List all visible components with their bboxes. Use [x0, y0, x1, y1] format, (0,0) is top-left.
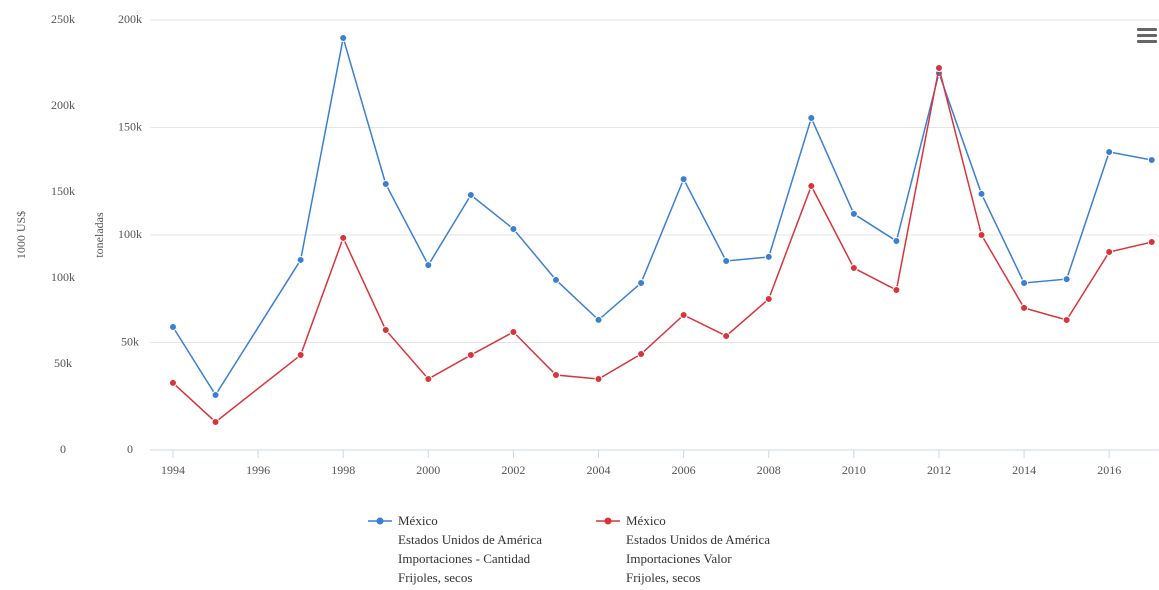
y2-tick-label: 0 [60, 442, 66, 456]
data-point [722, 257, 731, 266]
x-tick-label: 2010 [842, 463, 866, 477]
data-point [1147, 238, 1156, 247]
menu-icon[interactable] [1137, 28, 1157, 43]
data-point [637, 278, 646, 287]
data-point [849, 264, 858, 273]
data-point [977, 231, 986, 239]
data-point [1062, 275, 1071, 284]
y2-tick-label: 100k [51, 270, 75, 284]
legend-label: México Estados Unidos de América Importa… [398, 513, 543, 585]
data-point [679, 310, 688, 319]
y-tick-label: 200k [118, 12, 142, 26]
data-point [211, 390, 220, 399]
data-point [977, 189, 986, 198]
data-point [509, 328, 518, 337]
x-tick-label: 1994 [161, 463, 185, 477]
data-point [551, 275, 560, 284]
data-point [339, 233, 348, 242]
menu-bar [1137, 28, 1157, 31]
data-point [168, 378, 177, 387]
data-point [381, 180, 390, 189]
x-tick-label: 1996 [246, 463, 270, 477]
data-point [849, 209, 858, 218]
x-tick-label: 2004 [587, 463, 611, 477]
data-point [424, 261, 433, 270]
data-point [509, 224, 518, 233]
data-point [1020, 278, 1029, 287]
x-tick-label: 2006 [672, 463, 696, 477]
data-point [807, 181, 816, 190]
data-point [1105, 148, 1114, 157]
y2-axis-title: 1000 US$ [14, 211, 28, 259]
data-point [934, 63, 943, 72]
data-point [594, 315, 603, 324]
data-point [551, 371, 560, 380]
y2-tick-label: 150k [51, 184, 75, 198]
legend-symbol [596, 517, 620, 525]
data-point [466, 351, 475, 360]
data-point [764, 252, 773, 261]
y-tick-label: 50k [121, 334, 139, 348]
x-tick-label: 2002 [501, 463, 525, 477]
legend-item[interactable]: México Estados Unidos de América Importa… [596, 511, 770, 587]
data-point [679, 175, 688, 184]
data-point [594, 374, 603, 383]
x-tick-label: 2008 [757, 463, 781, 477]
data-point [296, 351, 305, 360]
x-tick-label: 2016 [1097, 463, 1121, 477]
x-tick-label: 2012 [927, 463, 951, 477]
y2-tick-label: 50k [54, 356, 72, 370]
menu-bar [1137, 40, 1157, 43]
y-tick-label: 0 [127, 442, 133, 456]
legend-item[interactable]: México Estados Unidos de América Importa… [368, 511, 542, 587]
data-point [1105, 248, 1114, 257]
data-point [807, 114, 816, 123]
y-tick-label: 100k [118, 227, 142, 241]
y2-tick-label: 200k [51, 98, 75, 112]
data-point [339, 34, 348, 43]
data-point [168, 323, 177, 332]
data-point [892, 237, 901, 246]
data-point [1062, 315, 1071, 324]
data-point [637, 350, 646, 359]
y2-tick-label: 250k [51, 12, 75, 26]
data-point [466, 191, 475, 200]
legend-label: México Estados Unidos de América Importa… [626, 513, 771, 585]
data-point [211, 417, 220, 426]
menu-bar [1137, 34, 1157, 37]
x-tick-label: 2000 [416, 463, 440, 477]
data-point [424, 374, 433, 383]
data-point [296, 255, 305, 264]
data-point [764, 294, 773, 303]
data-point [1020, 303, 1029, 312]
x-tick-label: 1998 [331, 463, 355, 477]
series-line [172, 67, 1152, 423]
x-tick-label: 2014 [1012, 463, 1036, 477]
legend-symbol [368, 517, 392, 525]
series-line [172, 37, 1152, 397]
data-point [381, 325, 390, 334]
data-point [722, 331, 731, 340]
data-point [1147, 155, 1156, 164]
y-axis-title: toneladas [92, 212, 106, 258]
data-point [892, 286, 901, 295]
y-tick-label: 150k [118, 119, 142, 133]
